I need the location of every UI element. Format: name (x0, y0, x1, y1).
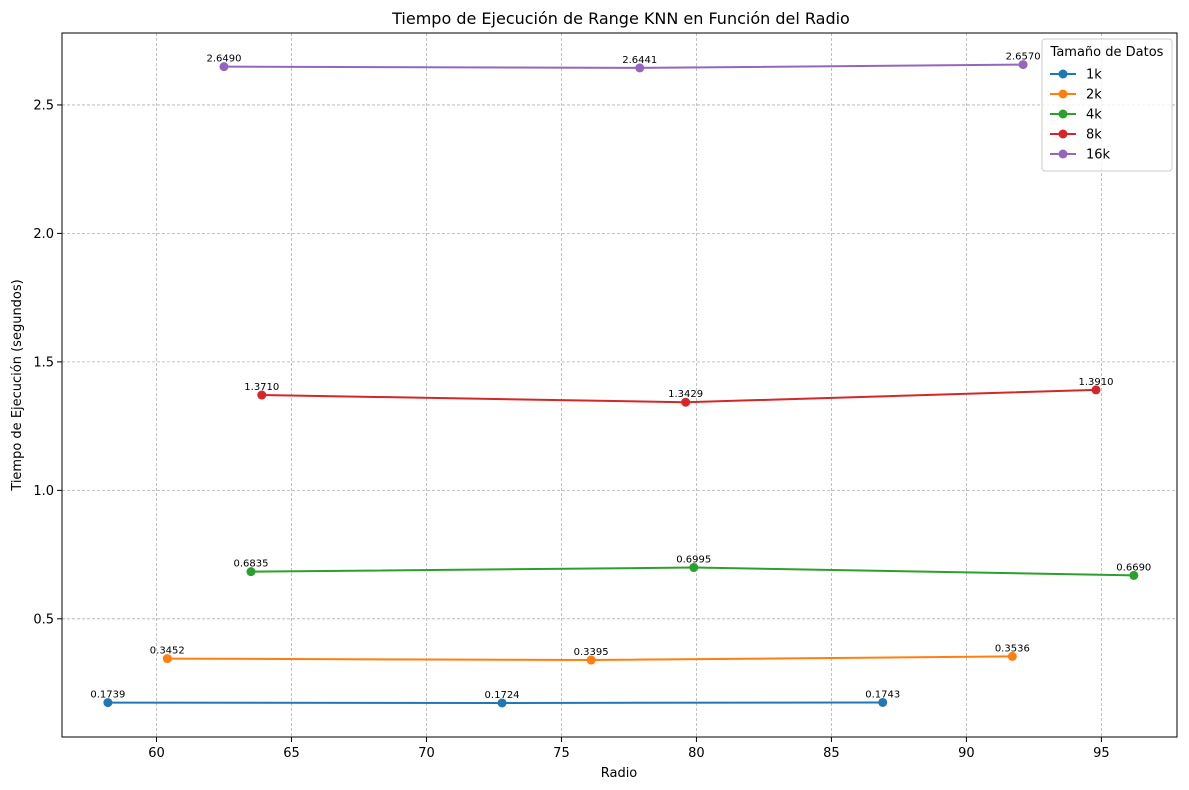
data-label: 2.6441 (622, 55, 657, 66)
x-tick-label: 65 (283, 746, 300, 761)
y-axis-label: Tiempo de Ejecución (segundos) (10, 279, 25, 491)
series-1k: 0.1739 0.1724 0.1743 (90, 689, 900, 708)
data-label: 0.6690 (1116, 562, 1151, 573)
data-label: 1.3710 (244, 382, 279, 393)
data-point (1091, 385, 1101, 395)
plot-area (61, 32, 1178, 738)
series-2k: 0.3452 0.3395 0.3536 (150, 643, 1030, 665)
legend-marker (1058, 69, 1068, 79)
data-point (1007, 651, 1017, 661)
data-label: 0.1724 (485, 690, 520, 701)
x-tick-label: 85 (823, 746, 840, 761)
data-point (219, 62, 229, 72)
data-label: 0.6835 (233, 559, 268, 570)
data-point (878, 697, 888, 707)
data-label: 2.6570 (1006, 52, 1041, 63)
data-point (586, 655, 596, 665)
x-tick-label: 60 (148, 746, 165, 761)
x-tick-label: 90 (958, 746, 975, 761)
y-axis: 0.5 1.0 1.5 2.0 2.5 (33, 98, 62, 627)
x-tick-label: 70 (418, 746, 435, 761)
legend-marker (1058, 109, 1068, 119)
data-point (635, 63, 645, 73)
x-tick-label: 75 (553, 746, 570, 761)
legend-title: Tamaño de Datos (1050, 45, 1164, 60)
legend-item-1k: 1k (1050, 68, 1102, 83)
x-tick-label: 80 (688, 746, 705, 761)
data-point (103, 698, 113, 708)
data-label: 0.6995 (676, 555, 711, 566)
data-point (246, 567, 256, 577)
y-tick-label: 2.5 (33, 98, 54, 113)
legend-item-8k: 8k (1050, 128, 1102, 143)
series-4k: 0.6835 0.6995 0.6690 (233, 555, 1151, 580)
data-label: 0.1739 (90, 690, 125, 701)
legend-item-2k: 2k (1050, 88, 1102, 103)
grid (62, 33, 1177, 737)
legend-item-4k: 4k (1050, 108, 1102, 123)
y-tick-label: 2.0 (33, 227, 54, 242)
data-point (1129, 570, 1139, 580)
legend-label: 2k (1086, 88, 1102, 103)
data-point (497, 698, 507, 708)
legend-marker (1058, 149, 1068, 159)
series-group: 0.1739 0.1724 0.1743 0.3452 0.3395 0.3536 0.68… (90, 52, 1151, 708)
legend-label: 8k (1086, 128, 1102, 143)
legend-box (1041, 38, 1173, 172)
data-label: 1.3910 (1079, 377, 1114, 388)
legend-marker (1058, 89, 1068, 99)
data-label: 0.3452 (150, 646, 185, 657)
y-tick-label: 0.5 (33, 612, 54, 627)
data-label: 2.6490 (206, 54, 241, 65)
legend-item-16k: 16k (1050, 148, 1111, 163)
legend: Tamaño de Datos 1k 2k 4k 8k 16k (1041, 38, 1173, 172)
chart-title: Tiempo de Ejecución de Range KNN en Func… (391, 9, 850, 28)
data-point (1018, 60, 1028, 70)
legend-label: 16k (1086, 148, 1111, 163)
data-label: 0.1743 (865, 689, 900, 700)
data-point (257, 390, 267, 400)
data-point (689, 563, 699, 573)
x-axis: 60 65 70 75 80 85 90 95 (148, 737, 1110, 761)
y-tick-label: 1.0 (33, 484, 54, 499)
data-label: 0.3395 (574, 647, 609, 658)
data-label: 1.3429 (668, 389, 703, 400)
x-tick-label: 95 (1093, 746, 1110, 761)
legend-marker (1058, 129, 1068, 139)
legend-label: 4k (1086, 108, 1102, 123)
x-axis-label: Radio (601, 766, 638, 781)
series-16k: 2.6490 2.6441 2.6570 (206, 52, 1041, 73)
data-point (681, 397, 691, 407)
series-8k: 1.3710 1.3429 1.3910 (244, 377, 1114, 407)
data-point (162, 654, 172, 664)
y-tick-label: 1.5 (33, 355, 54, 370)
data-label: 0.3536 (995, 643, 1030, 654)
legend-label: 1k (1086, 68, 1102, 83)
